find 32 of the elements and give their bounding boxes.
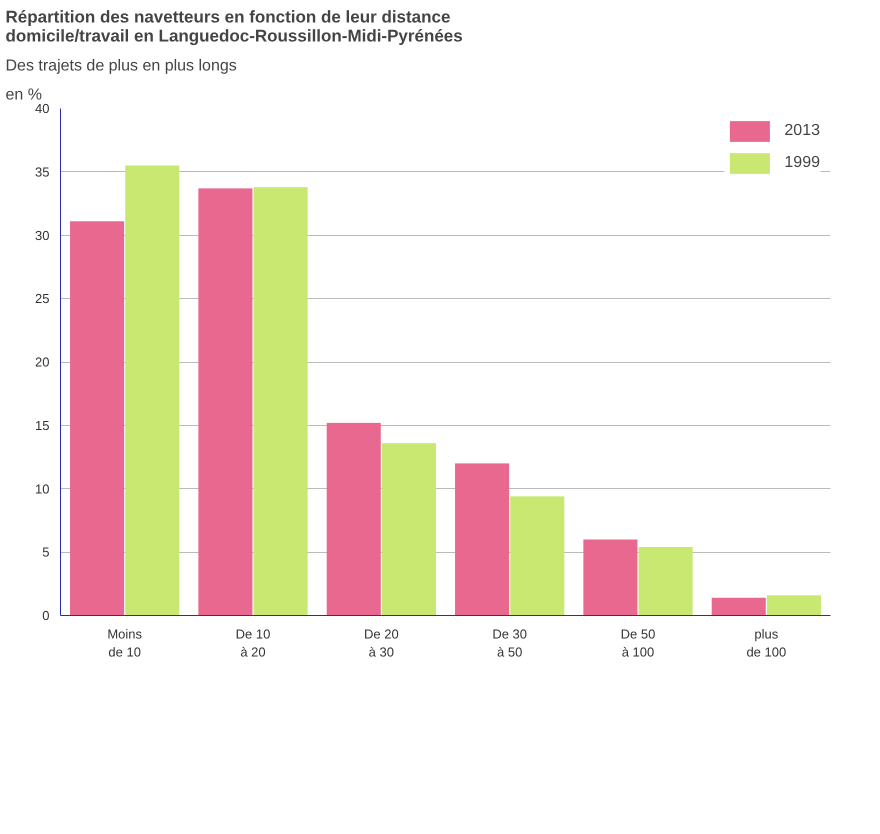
bar xyxy=(638,547,693,616)
bar xyxy=(125,166,180,616)
y-tick-label: 0 xyxy=(42,608,50,623)
y-tick-label: 15 xyxy=(35,418,50,433)
x-tick-label: plus de 100 xyxy=(746,626,786,660)
bar xyxy=(510,496,564,616)
y-axis-title: en % xyxy=(6,86,42,104)
bar xyxy=(712,598,766,616)
x-tick-label: Moins de 10 xyxy=(107,626,143,660)
chart-title: Répartition des navetteurs en fonction de leur distance domicile/travail en Languedoc-Roussillon-Midi-Pyrénées xyxy=(6,8,463,46)
bar xyxy=(455,463,510,616)
bar xyxy=(198,188,252,616)
y-tick-label: 40 xyxy=(35,101,50,116)
x-tick-label: De 50 à 100 xyxy=(620,626,656,660)
chart-subtitle: Des trajets de plus en plus longs xyxy=(6,58,237,74)
x-tick-label: De 10 à 20 xyxy=(236,626,270,660)
legend-label: 2013 xyxy=(784,122,820,140)
bar xyxy=(382,443,436,616)
x-tick-label: De 20 à 30 xyxy=(364,626,399,660)
y-tick-label: 20 xyxy=(35,354,50,370)
y-tick-label: 5 xyxy=(42,544,50,560)
bar xyxy=(766,595,821,616)
bar xyxy=(70,221,124,616)
bar xyxy=(254,187,308,616)
bar xyxy=(326,422,381,616)
legend-label: 1999 xyxy=(784,154,820,172)
y-tick-label: 10 xyxy=(35,481,50,496)
bar xyxy=(583,539,638,616)
y-tick-label: 30 xyxy=(35,228,50,243)
y-tick-label: 25 xyxy=(35,291,50,306)
x-tick-label: De 30 à 50 xyxy=(492,626,528,660)
y-tick-label: 35 xyxy=(35,164,50,180)
